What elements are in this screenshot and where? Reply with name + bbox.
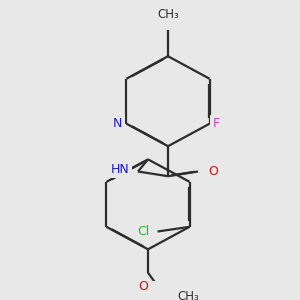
Text: O: O: [138, 280, 148, 293]
Text: CH₃: CH₃: [177, 290, 199, 300]
Text: F: F: [213, 117, 220, 130]
Text: O: O: [208, 165, 218, 178]
Text: HN: HN: [111, 163, 130, 176]
Text: Cl: Cl: [137, 225, 150, 238]
Text: N: N: [113, 117, 122, 130]
Text: CH₃: CH₃: [157, 8, 179, 21]
